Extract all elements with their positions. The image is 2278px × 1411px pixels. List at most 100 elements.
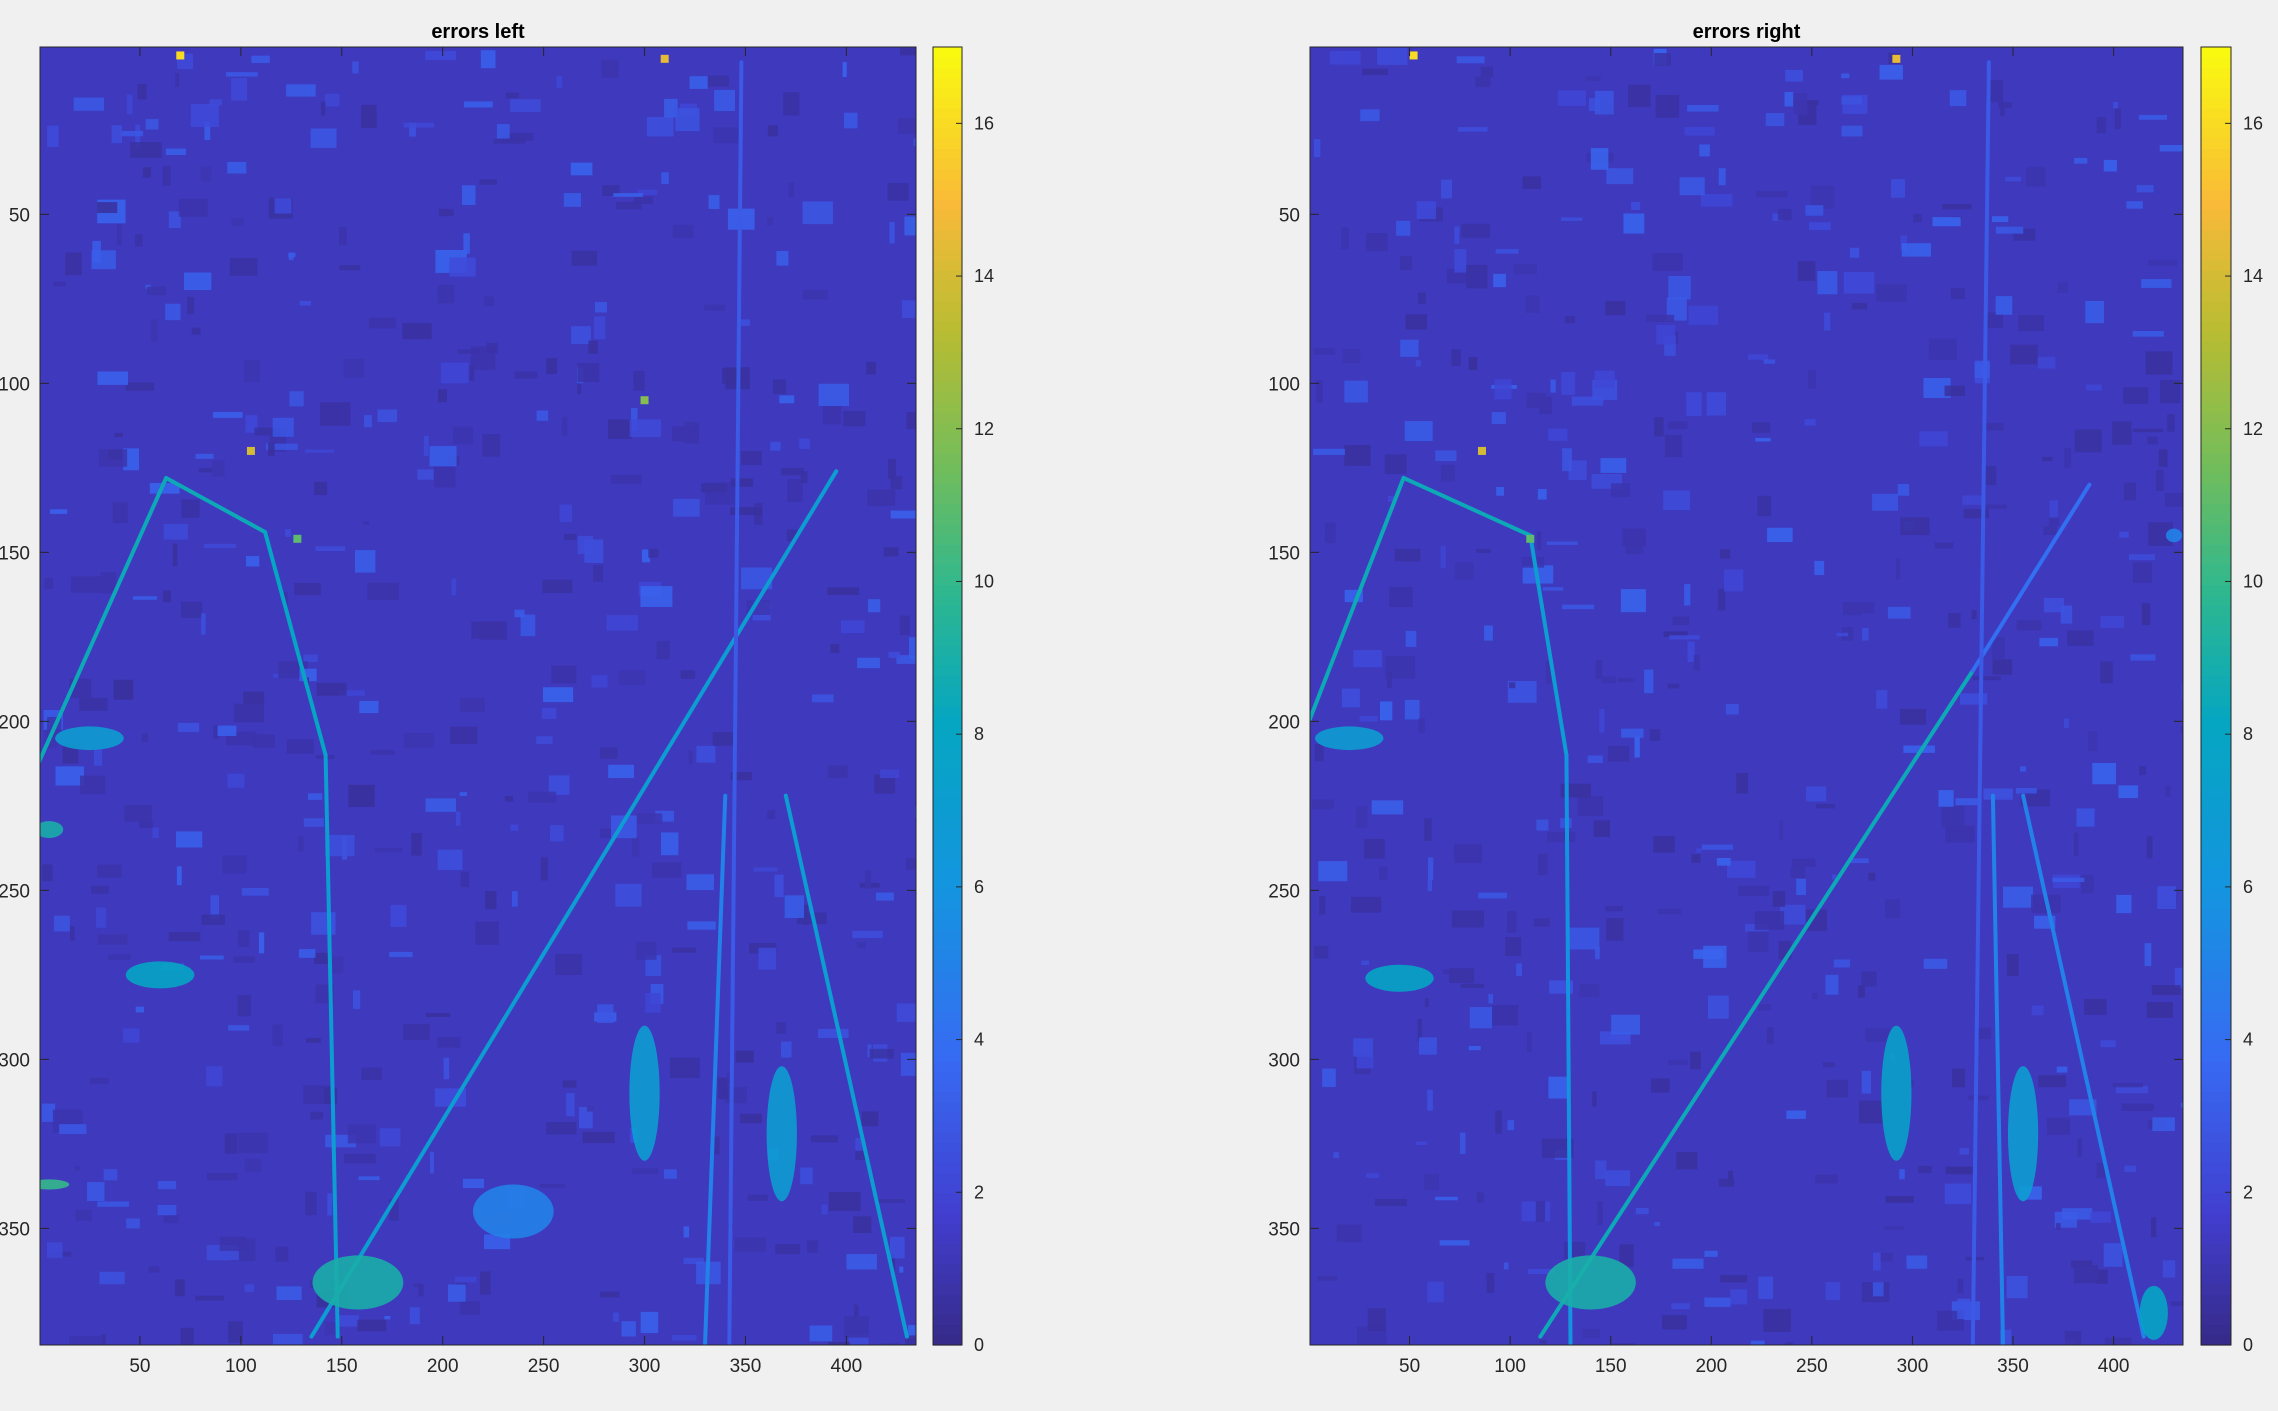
colorbar-swatch — [2201, 614, 2231, 626]
texture-cell — [338, 690, 366, 696]
texture-cell — [123, 448, 140, 471]
texture-cell — [1526, 1031, 1532, 1053]
colorbar-swatch — [933, 604, 962, 616]
texture-cell — [1317, 1275, 1338, 1281]
texture-cell — [1718, 168, 1726, 186]
texture-cell — [87, 1182, 105, 1202]
texture-cell — [1704, 1250, 1718, 1257]
texture-cell — [1806, 909, 1827, 932]
texture-cell — [222, 855, 247, 874]
colorbar-swatch — [2201, 1243, 2231, 1255]
texture-cell — [2116, 1085, 2148, 1094]
texture-cell — [1991, 637, 2005, 659]
error-edge — [309, 469, 839, 1339]
texture-cell — [1480, 66, 1493, 77]
texture-cell — [632, 1168, 659, 1175]
texture-cell — [1605, 300, 1626, 316]
texture-cell — [1400, 339, 1419, 357]
texture-cell — [1484, 625, 1493, 641]
colorbar-swatch — [933, 746, 962, 758]
texture-cell — [227, 1321, 243, 1343]
texture-cell — [1359, 715, 1378, 722]
texture-cell — [111, 125, 123, 144]
texture-cell — [1315, 380, 1323, 403]
texture-cell — [1356, 806, 1368, 829]
texture-cell — [1983, 504, 2007, 509]
x-tick-label: 400 — [831, 1356, 863, 1377]
texture-cell — [1621, 728, 1644, 738]
texture-cell — [899, 615, 910, 636]
colorbar-swatch — [933, 351, 962, 362]
texture-cell — [165, 148, 186, 156]
texture-cell — [1948, 613, 1961, 628]
texture-cell — [237, 994, 252, 1017]
texture-cell — [1536, 531, 1542, 551]
texture-cell — [2157, 886, 2177, 910]
texture-cell — [827, 765, 848, 778]
texture-cell — [2069, 1099, 2097, 1116]
texture-cell — [449, 257, 476, 277]
texture-cell — [479, 179, 498, 185]
texture-cell — [1488, 994, 1494, 1004]
texture-cell — [2049, 500, 2058, 519]
texture-cell — [344, 1153, 376, 1164]
texture-cell — [2174, 967, 2183, 989]
texture-cell — [1891, 179, 1906, 198]
colorbar-swatch — [2201, 675, 2231, 687]
colorbar-swatch — [2201, 1223, 2231, 1235]
texture-cell — [1825, 1282, 1841, 1301]
texture-cell — [2052, 877, 2085, 883]
texture-cell — [915, 805, 916, 819]
texture-cell — [1344, 445, 1371, 466]
texture-cell — [451, 578, 457, 596]
texture-cell — [1363, 838, 1385, 859]
texture-cell — [374, 848, 403, 853]
texture-cell — [1475, 76, 1491, 88]
texture-cell — [59, 1124, 87, 1134]
texture-cell — [776, 1022, 786, 1034]
texture-cell — [1654, 1221, 1660, 1226]
error-edge — [2021, 793, 2146, 1339]
texture-cell — [1600, 458, 1627, 473]
colorbar-tick-label: 4 — [2243, 1030, 2253, 1050]
texture-cell — [1793, 93, 1808, 115]
texture-cell — [463, 233, 470, 254]
error-region — [1315, 726, 1384, 751]
colorbar-swatch — [933, 523, 962, 535]
texture-cell — [2132, 428, 2163, 433]
texture-cell — [741, 451, 762, 466]
colorbar-swatch — [933, 503, 962, 515]
y-tick-label: 350 — [1268, 1219, 1300, 1240]
colorbar-tick-label: 6 — [2243, 877, 2253, 897]
texture-cell — [883, 547, 899, 557]
texture-cell — [2042, 456, 2053, 462]
texture-cell — [1772, 891, 1786, 907]
colorbar-swatch — [2201, 756, 2231, 768]
texture-cell — [562, 1080, 577, 1088]
texture-cell — [1699, 144, 1710, 157]
texture-cell — [484, 296, 495, 307]
texture-cell — [615, 201, 642, 210]
texture-cell — [1313, 945, 1329, 959]
texture-cell — [1469, 1007, 1493, 1029]
texture-cell — [47, 125, 59, 147]
texture-cell — [783, 92, 800, 116]
texture-cell — [1701, 844, 1733, 850]
error-hotspot — [293, 534, 302, 543]
texture-cell — [1628, 84, 1651, 107]
colorbar-swatch — [933, 371, 962, 383]
colorbar-swatch — [2201, 807, 2231, 819]
texture-cell — [1592, 1091, 1597, 1107]
texture-cell — [563, 193, 581, 207]
colorbar-swatch — [2201, 1040, 2231, 1052]
colorbar-swatch — [2201, 929, 2231, 940]
error-edge — [40, 475, 169, 764]
colorbar-swatch — [2201, 655, 2231, 667]
texture-cell — [788, 182, 795, 198]
texture-cell — [1812, 992, 1818, 1000]
texture-cell — [843, 112, 858, 129]
texture-cell — [1341, 227, 1349, 250]
colorbar-swatch — [2201, 361, 2231, 373]
texture-cell — [1542, 587, 1564, 591]
texture-cell — [1810, 185, 1835, 209]
